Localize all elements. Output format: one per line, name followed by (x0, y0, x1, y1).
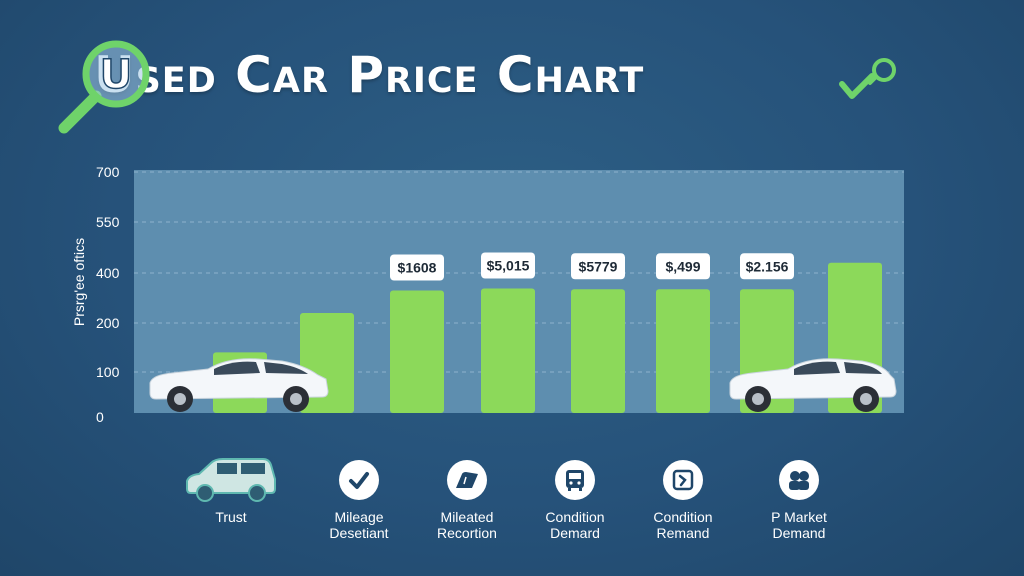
users-icon (779, 460, 819, 500)
feature-label: Condition (653, 509, 713, 525)
bar (656, 289, 710, 413)
data-label-text: $5779 (579, 258, 618, 274)
data-label-box (656, 253, 710, 280)
feature-condition-demard: Condition Demard (510, 455, 640, 541)
data-label: $2.156 (740, 253, 794, 280)
magnifier-icon: U (58, 40, 150, 134)
feature-label: Recortion (437, 525, 497, 541)
data-label-box (390, 254, 444, 281)
bus-icon (555, 460, 595, 500)
y-axis-ticks: 0 100 200 400 550 700 (96, 164, 120, 425)
feature-label: Demard (550, 525, 600, 541)
data-label: $5779 (571, 253, 625, 280)
feature-label: Mileated (440, 509, 494, 525)
check-circle-icon (339, 460, 379, 500)
feature-trust: Trust (166, 455, 296, 525)
y-tick-label: 700 (96, 164, 120, 180)
suv-car-icon (186, 458, 276, 502)
feature-label: Remand (656, 525, 710, 541)
data-label-text: $,499 (665, 258, 700, 274)
feature-label: Condition (545, 509, 605, 525)
bar (571, 289, 625, 413)
gauge-icon (663, 460, 703, 500)
feature-condition-remand: Condition Remand (618, 455, 748, 541)
data-label-text: $5,015 (487, 258, 530, 274)
data-label-box (571, 253, 625, 280)
feature-label: Mileage (334, 509, 384, 525)
data-label: $5,015 (481, 252, 535, 279)
svg-text:U: U (100, 52, 132, 98)
feature-label: Trust (215, 509, 247, 525)
feature-market-demand: P Market Demand (734, 455, 864, 541)
feature-label: P Market (771, 509, 827, 525)
data-label-box (740, 253, 794, 280)
y-tick-label: 400 (96, 265, 120, 281)
data-label-text: $1608 (398, 260, 437, 276)
feature-row: Trust Mileage Desetiant Mileated Recorti… (0, 455, 1024, 555)
car-image-left (149, 358, 329, 412)
bar (481, 288, 535, 413)
y-tick-label: 200 (96, 315, 120, 331)
data-label-text: $2.156 (746, 258, 789, 274)
car-image-right (729, 358, 897, 412)
feature-mileated: Mileated Recortion (402, 455, 532, 541)
y-tick-label: 100 (96, 364, 120, 380)
y-tick-label: 550 (96, 214, 120, 230)
y-tick-label: 0 (96, 409, 104, 425)
page-title: Used Car Price Chart (94, 46, 645, 104)
y-axis-label: Prsrg'ee oftics (71, 238, 87, 326)
bar-chart: 0 100 200 400 550 700 Prsrg'ee oftics $1608 $5… (71, 164, 904, 425)
road-icon (447, 460, 487, 500)
data-label: $1608 (390, 254, 444, 281)
bar (390, 290, 444, 413)
feature-label: Desetiant (329, 525, 389, 541)
data-label-box (481, 252, 535, 279)
data-label: $,499 (656, 253, 710, 280)
feature-label: Demand (772, 525, 826, 541)
check-magnifier-icon (839, 58, 896, 99)
feature-mileage: Mileage Desetiant (294, 455, 424, 541)
